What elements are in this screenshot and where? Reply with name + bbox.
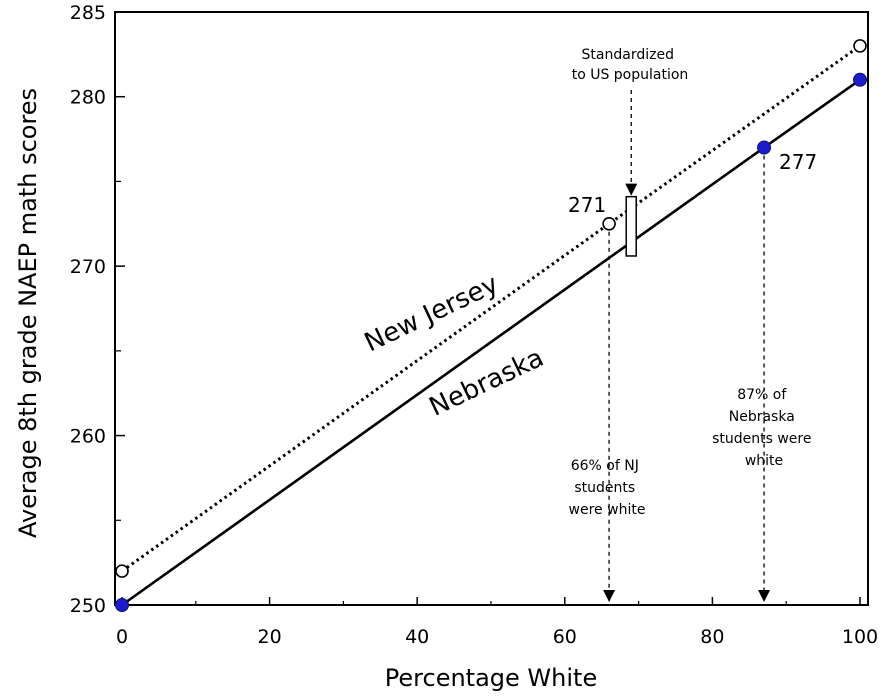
y-tick-label: 250 [70, 595, 106, 617]
series-lines [121, 44, 861, 607]
series-label-new-jersey: New Jersey [360, 269, 503, 358]
data-point-new-jersey [602, 216, 616, 231]
data-point-nebraska [115, 598, 129, 612]
annotation-guides [603, 90, 771, 602]
data-point-new-jersey [853, 39, 867, 53]
standardized-range-box [625, 195, 637, 257]
x-tick-label: 20 [258, 626, 282, 648]
x-tick-label: 40 [405, 626, 429, 648]
x-tick-label: 80 [700, 626, 724, 648]
y-tick-label: 270 [70, 256, 106, 278]
annotation-standardized: Standardized to US population [572, 47, 689, 83]
x-axis-title: Percentage White [385, 664, 597, 692]
x-tick-label: 60 [553, 626, 577, 648]
annotation-ne-share: 87% of Nebraska students were white [712, 387, 816, 469]
x-axis: 0 20 40 60 80 100 [116, 597, 878, 648]
series-label-nebraska: Nebraska [425, 343, 549, 423]
y-axis-title: Average 8th grade NAEP math scores [14, 88, 42, 538]
series-line-nebraska [121, 78, 861, 607]
series-markers [115, 39, 867, 612]
y-tick-label: 285 [70, 2, 106, 24]
point-label-ne-87: 277 [779, 150, 817, 174]
series-line-new-jersey [121, 44, 861, 573]
x-tick-label: 100 [842, 626, 878, 648]
data-point-new-jersey [115, 564, 129, 578]
y-tick-label: 260 [70, 426, 106, 448]
y-tick-label: 280 [70, 87, 106, 109]
x-tick-label: 0 [116, 626, 128, 648]
data-point-nebraska [757, 140, 772, 155]
plot-frame [114, 11, 869, 606]
annotation-nj-share: 66% of NJ students were white [569, 458, 646, 518]
point-label-nj-66: 271 [568, 193, 606, 217]
y-axis: 250 260 270 280 285 [70, 2, 125, 617]
data-point-nebraska [853, 72, 867, 87]
